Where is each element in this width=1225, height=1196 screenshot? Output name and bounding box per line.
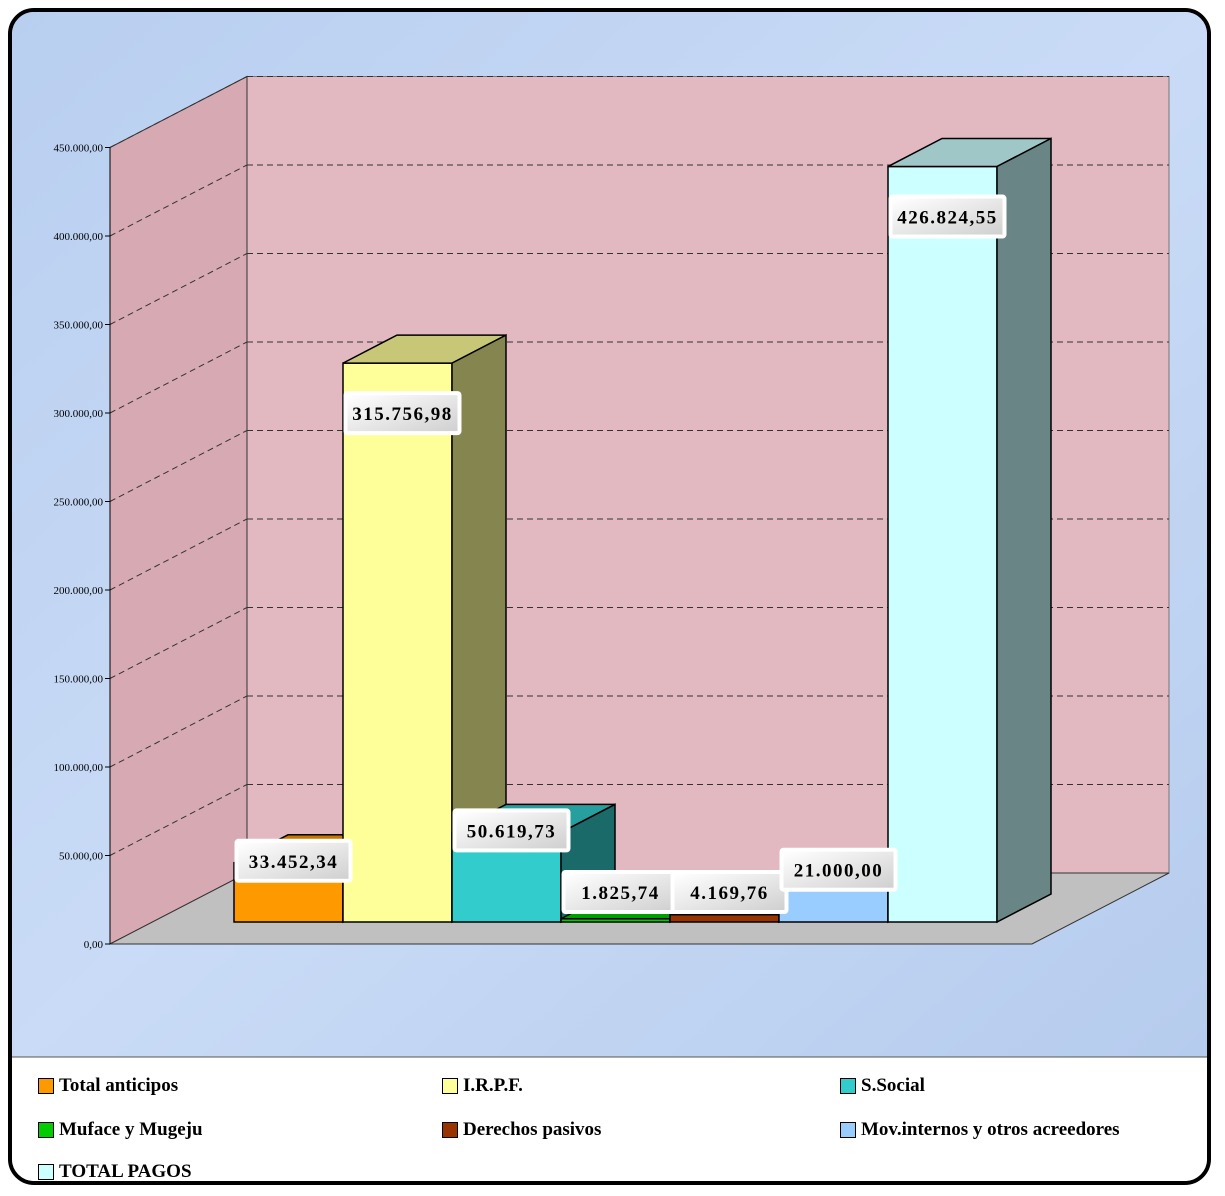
y-tick-label: 0,00 — [84, 939, 104, 951]
chart-frame: 0,00 50.000,00 100.000,00 150.000,00 200.000… — [8, 8, 1211, 1185]
legend-swatch — [442, 1078, 458, 1094]
legend-swatch — [840, 1078, 856, 1094]
data-label-text: 50.619,73 — [467, 821, 557, 842]
bar-front — [342, 362, 453, 923]
bar-front — [887, 165, 998, 923]
y-tick-label: 100.000,00 — [54, 762, 104, 774]
legend-swatch — [442, 1122, 458, 1138]
data-label: 426.824,55 — [888, 194, 1007, 239]
data-label-box — [238, 842, 349, 879]
gridline-side — [109, 164, 248, 237]
legend-label: TOTAL PAGOS — [59, 1161, 192, 1182]
legend-label: Muface y Mugeju — [59, 1119, 203, 1140]
side-wall — [109, 75, 248, 945]
legend-swatch — [38, 1122, 54, 1138]
legend-item-s-social: S.Social — [840, 1074, 925, 1098]
data-labels: 33.452,34 315.756,98 50.619,73 1.825,74 4.16… — [234, 194, 1007, 914]
gridline-side — [109, 607, 248, 679]
data-label-box — [456, 812, 567, 849]
data-label-box — [674, 874, 785, 910]
y-tick-label: 300.000,00 — [54, 408, 104, 420]
gridline-side — [109, 518, 248, 591]
legend-swatch — [840, 1122, 856, 1138]
legend-item-irpf: I.R.P.F. — [442, 1074, 523, 1098]
gridline-side — [109, 76, 248, 148]
legend-swatch — [38, 1078, 54, 1094]
data-label-text: 426.824,55 — [897, 208, 998, 229]
y-tick-label: 50.000,00 — [59, 851, 104, 863]
data-label: 21.000,00 — [779, 847, 898, 892]
bar-side — [996, 137, 1052, 924]
chart-plot: 0,00 50.000,00 100.000,00 150.000,00 200.000… — [12, 12, 1207, 1181]
data-label-box — [783, 851, 894, 888]
legend-swatch — [38, 1164, 54, 1180]
y-axis: 0,00 50.000,00 100.000,00 150.000,00 200.000… — [54, 143, 111, 951]
legend-background — [12, 1057, 1207, 1181]
legend-item-muface-y-mugeju: Muface y Mugeju — [38, 1118, 203, 1142]
gridline-side — [109, 430, 248, 502]
data-label-text: 1.825,74 — [581, 883, 660, 904]
data-label-text: 21.000,00 — [794, 861, 884, 882]
bar — [342, 333, 507, 924]
y-tick-label: 350.000,00 — [54, 320, 104, 332]
gridline-side — [109, 695, 248, 768]
legend-item-total-anticipos: Total anticipos — [38, 1074, 178, 1098]
data-label: 1.825,74 — [561, 870, 680, 914]
bar — [887, 137, 1052, 924]
gridline-side — [109, 784, 248, 856]
y-tick-label: 150.000,00 — [54, 674, 104, 686]
data-label: 33.452,34 — [234, 838, 353, 883]
data-label-box — [347, 395, 458, 432]
bar-front — [669, 913, 780, 923]
legend-label: Derechos pasivos — [463, 1119, 602, 1140]
y-tick-label: 200.000,00 — [54, 585, 104, 597]
legend-label: I.R.P.F. — [463, 1075, 523, 1096]
data-label: 4.169,76 — [670, 870, 789, 914]
data-label-text: 4.169,76 — [690, 883, 769, 904]
legend-label: S.Social — [861, 1075, 925, 1096]
y-tick-label: 250.000,00 — [54, 497, 104, 509]
data-label-text: 315.756,98 — [352, 404, 453, 425]
data-label: 50.619,73 — [452, 808, 571, 853]
data-label-box — [892, 198, 1003, 235]
gridline-side — [109, 253, 248, 325]
legend-item-derechos-pasivos: Derechos pasivos — [442, 1118, 601, 1142]
data-label: 315.756,98 — [343, 391, 462, 436]
y-tick-label: 400.000,00 — [54, 231, 104, 243]
legend-item-total-pagos: TOTAL PAGOS — [38, 1160, 192, 1182]
legend-label: Total anticipos — [59, 1075, 179, 1096]
data-label-box — [565, 874, 676, 910]
legend-item-mov-internos: Mov.internos y otros acreedores — [840, 1118, 1120, 1142]
gridline-side — [109, 341, 248, 414]
legend-label: Mov.internos y otros acreedores — [861, 1119, 1120, 1140]
data-label-text: 33.452,34 — [249, 852, 339, 873]
y-tick-label: 450.000,00 — [54, 143, 104, 155]
